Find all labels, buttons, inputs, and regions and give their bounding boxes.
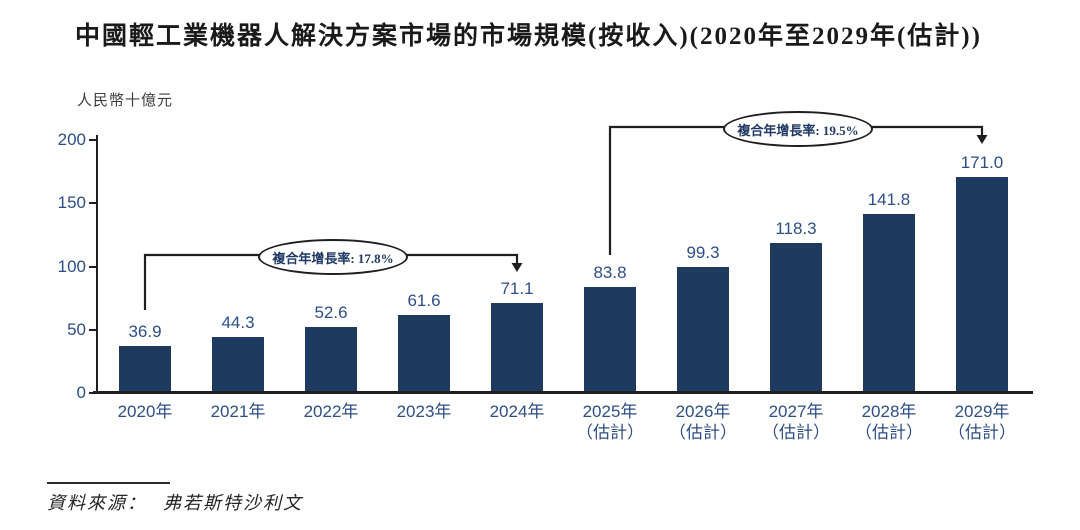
cagr-bubble: 複合年增長率: 17.8%	[258, 239, 408, 275]
x-axis-year: 2020年	[117, 402, 173, 421]
bar-value-label: 44.3	[221, 313, 255, 332]
x-axis-line	[93, 391, 1033, 394]
bar-value-label: 71.1	[500, 279, 534, 299]
x-axis-year: 2029年	[954, 402, 1010, 421]
y-axis-tick	[89, 139, 97, 141]
x-axis-label: 2021年	[193, 401, 283, 422]
bar-value-label: 171.0	[960, 152, 1004, 172]
x-axis-label: 2023年	[379, 401, 469, 422]
x-axis-year: 2023年	[396, 402, 452, 421]
bar-2022年	[305, 326, 357, 393]
x-axis-year: 2026年	[675, 402, 731, 421]
bar-value-label: 52.6	[314, 302, 348, 322]
bar-2027年	[770, 243, 822, 393]
y-axis-tick-label: 100	[57, 256, 86, 276]
x-axis-label: 2028年 （估計）	[844, 401, 934, 443]
y-axis-tick-label: 150	[57, 193, 86, 213]
bar-2025年	[584, 287, 636, 393]
chart-title: 中國輕工業機器人解決方案市場的市場規模(按收入)(2020年至2029年(估計)…	[75, 23, 982, 50]
cagr-bubble: 複合年增長率: 19.5%	[723, 111, 873, 147]
bar-2029年	[956, 176, 1008, 393]
bar-value-label: 83.8	[593, 263, 627, 282]
x-axis-label: 2027年 （估計）	[751, 401, 841, 443]
x-axis-estimate-note: （估計）	[762, 423, 830, 442]
bar-2023年	[398, 315, 450, 393]
source-line: 資料來源： 弗若斯特沙利文	[47, 489, 303, 515]
x-axis-year: 2022年	[303, 402, 359, 421]
bar-value-label: 61.6	[407, 291, 441, 311]
cagr-label: 複合年增長率: 19.5%	[737, 122, 859, 138]
x-axis-label: 2029年 （估計）	[937, 401, 1027, 443]
bar-2026年	[677, 267, 729, 393]
x-axis-label: 2020年	[100, 401, 190, 422]
y-axis-tick-label: 50	[67, 319, 86, 339]
bar-2020年	[119, 346, 171, 393]
x-axis-label: 2026年 （估計）	[658, 401, 748, 443]
y-axis-tick-label: 0	[76, 383, 86, 402]
source-label: 資料來源：	[47, 493, 147, 513]
y-axis-tick	[89, 265, 97, 268]
y-axis-unit-label: 人民幣十億元	[77, 93, 174, 109]
cagr-label: 複合年增長率: 17.8%	[272, 250, 394, 266]
y-axis-tick	[89, 202, 97, 205]
x-axis-estimate-note: （估計）	[669, 423, 737, 442]
source-divider	[47, 482, 170, 484]
bar-value-label: 36.9	[128, 322, 162, 342]
x-axis-label: 2024年	[472, 401, 562, 422]
y-axis-tick	[89, 328, 97, 331]
x-axis-label: 2025年 （估計）	[565, 401, 655, 443]
x-axis-year: 2021年	[210, 402, 266, 421]
bar-2024年	[491, 303, 543, 393]
bar-value-label: 141.8	[867, 189, 911, 209]
x-axis-year: 2025年	[582, 402, 638, 421]
y-axis-line	[96, 135, 98, 393]
y-axis-tick-label: 200	[57, 130, 86, 149]
x-axis-year: 2024年	[489, 402, 545, 421]
x-axis-year: 2027年	[768, 402, 824, 421]
bar-value-label: 118.3	[775, 219, 817, 239]
x-axis-estimate-note: （估計）	[855, 423, 923, 442]
x-axis-estimate-note: （估計）	[948, 423, 1016, 442]
bar-2028年	[863, 213, 915, 393]
x-axis-year: 2028年	[861, 402, 917, 421]
x-axis-label: 2022年	[286, 401, 376, 422]
source-name: 弗若斯特沙利文	[163, 493, 303, 513]
bar-2021年	[212, 337, 264, 393]
bar-value-label: 99.3	[686, 243, 720, 263]
x-axis-estimate-note: （估計）	[576, 423, 644, 442]
